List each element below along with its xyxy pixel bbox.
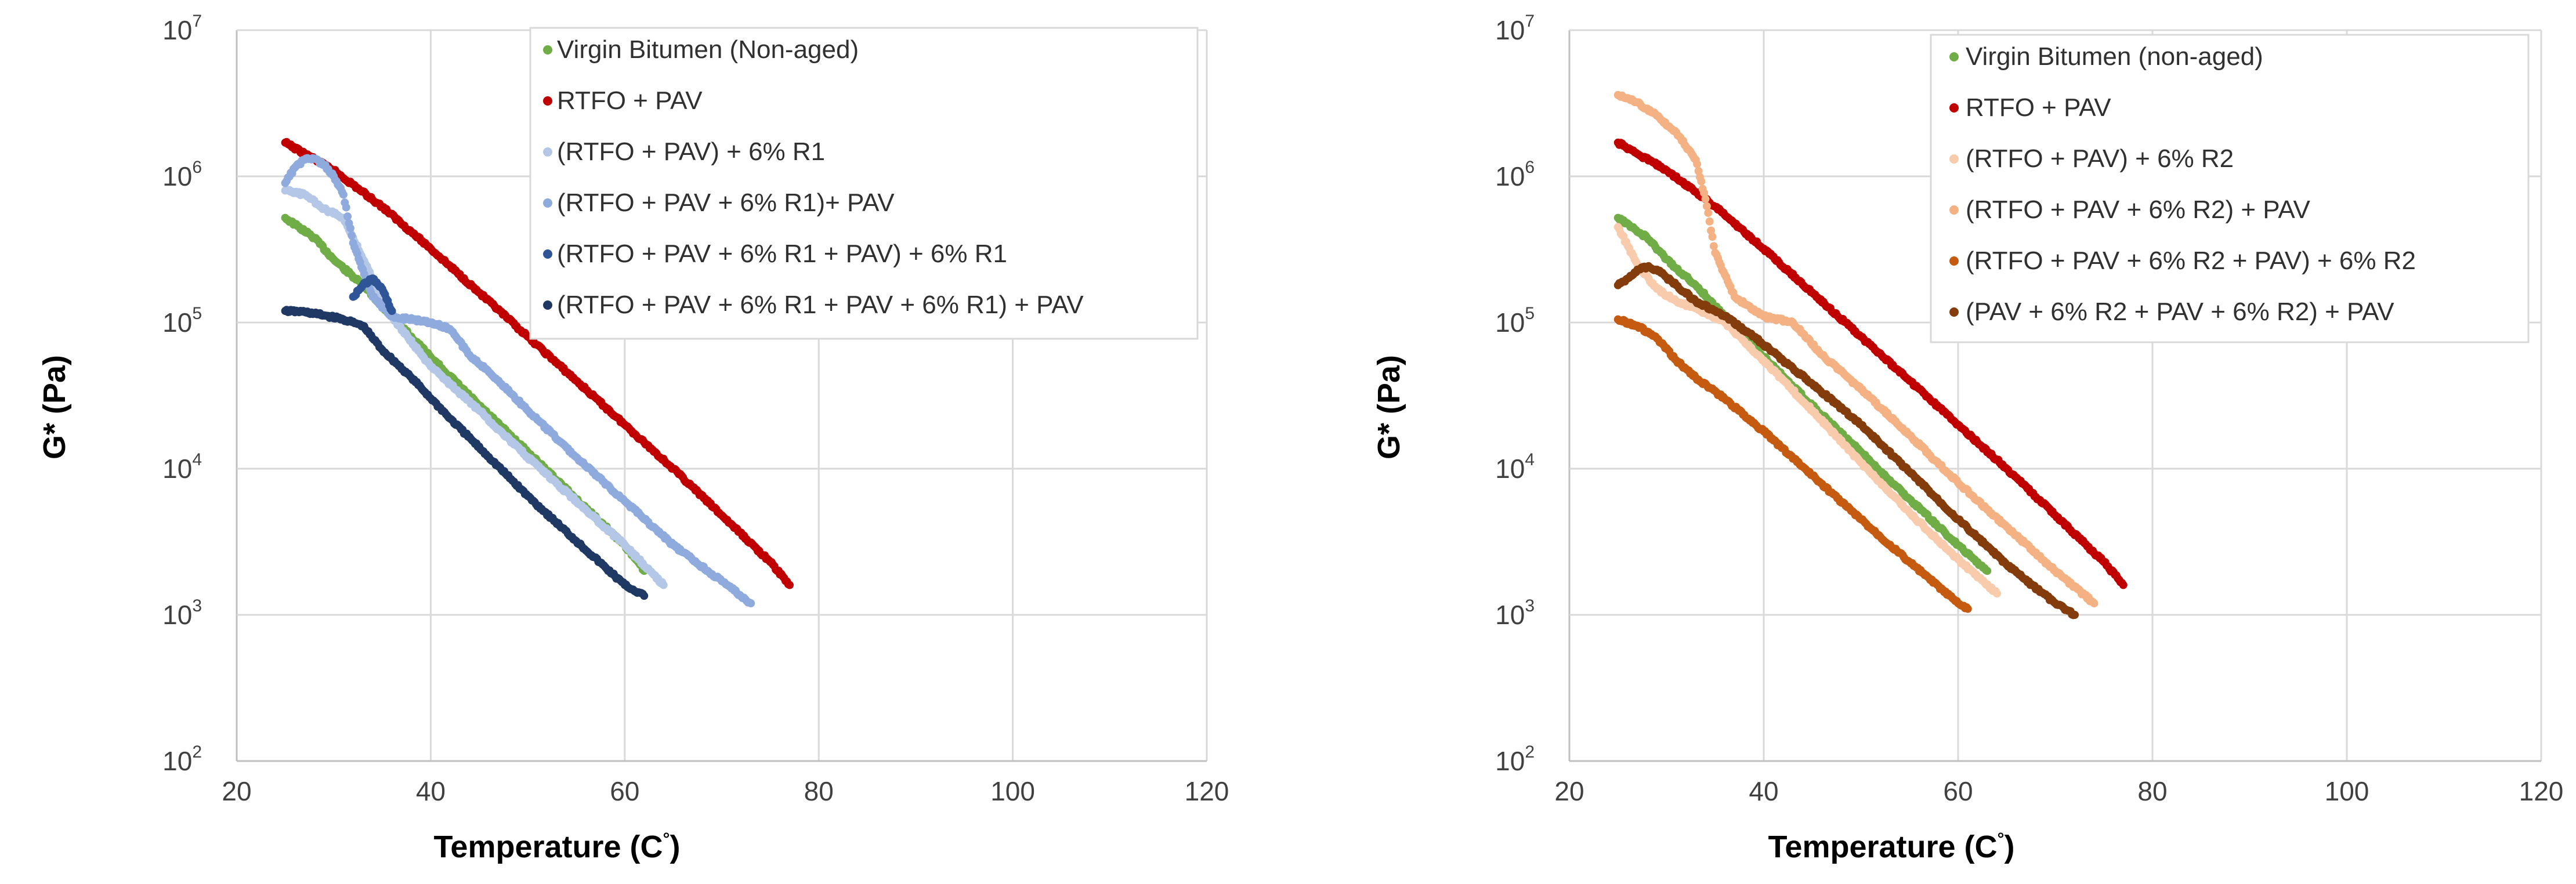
- chart-right-legend-label-0: Virgin Bitumen (non-aged): [1966, 42, 2263, 71]
- chart-right-legend-marker-2: [1949, 154, 1959, 164]
- chart-right-point: [1993, 589, 2001, 598]
- chart-right-series-2: [1613, 223, 2001, 598]
- chart-right-x-tick-label: 20: [1554, 776, 1584, 806]
- chart-left-series: [281, 137, 794, 608]
- chart-left-x-tick-label: 60: [610, 776, 639, 806]
- chart-left-x-tick-label: 40: [416, 776, 446, 806]
- chart-right-x-tick-label: 80: [2137, 776, 2167, 806]
- chart-right-y-axis-title: G* (Pa): [1372, 355, 1406, 459]
- chart-left: 20 40 60 80 100 120 102 103 104 105 106 107 Temper…: [37, 12, 1229, 864]
- chart-left-legend-marker-2: [543, 147, 552, 157]
- chart-right-legend-marker-5: [1949, 307, 1959, 317]
- chart-right-point: [2090, 599, 2099, 608]
- chart-right: 20 40 60 80 100 120 102 103 104 105 106 107 Temper…: [1372, 12, 2563, 864]
- chart-left-y-tick-label: 106: [162, 158, 202, 191]
- chart-left-point: [640, 592, 649, 600]
- chart-left-y-ticks: 102 103 104 105 106 107: [162, 12, 202, 776]
- chart-left-legend-marker-0: [543, 45, 552, 55]
- chart-right-point: [1705, 217, 1714, 226]
- chart-right-point: [1983, 567, 1992, 575]
- chart-right-legend-label-4: (RTFO + PAV + 6% R2 + PAV) + 6% R2: [1966, 247, 2416, 275]
- chart-right-legend-box: [1930, 34, 2530, 343]
- chart-left-legend-marker-1: [543, 96, 552, 106]
- chart-right-y-tick-label: 105: [1495, 304, 1535, 338]
- chart-right-series-1: [1613, 138, 2128, 589]
- chart-left-x-ticks: 20 40 60 80 100 120: [222, 776, 1229, 806]
- chart-left-point: [342, 203, 350, 212]
- chart-right-point: [1693, 160, 1702, 168]
- chart-right-point: [1701, 195, 1710, 204]
- chart-left-y-tick-label: 107: [162, 12, 202, 45]
- chart-left-point: [346, 224, 354, 233]
- chart-right-legend-marker-3: [1949, 205, 1959, 215]
- chart-right-point: [1697, 177, 1706, 186]
- chart-left-point: [348, 231, 356, 240]
- chart-right-y-tick-label: 107: [1495, 12, 1535, 45]
- chart-left-y-tick-label: 103: [162, 596, 202, 630]
- chart-right-point: [1707, 226, 1716, 235]
- chart-left-x-tick-label: 100: [990, 776, 1035, 806]
- chart-left-x-axis-title: Temperature (C°): [433, 829, 680, 864]
- chart-left-legend-label-1: RTFO + PAV: [557, 86, 703, 115]
- chart-left-legend-marker-3: [543, 198, 552, 208]
- chart-left-legend-label-3: (RTFO + PAV + 6% R1)+ PAV: [557, 189, 895, 217]
- chart-left-legend-label-5: (RTFO + PAV + 6% R1 + PAV + 6% R1) + PAV: [557, 291, 1084, 319]
- chart-right-x-tick-label: 60: [1943, 776, 1973, 806]
- chart-right-legend-marker-0: [1949, 52, 1959, 61]
- chart-right-y-tick-label: 106: [1495, 158, 1535, 191]
- chart-left-y-axis-title: G* (Pa): [37, 355, 72, 459]
- chart-left-series-3: [281, 154, 755, 608]
- chart-right-legend-marker-1: [1949, 103, 1959, 113]
- chart-left-x-tick-label: 80: [804, 776, 834, 806]
- chart-left-x-tick-label: 20: [222, 776, 251, 806]
- chart-right-series-4: [1613, 315, 1972, 613]
- chart-left-point: [339, 190, 348, 199]
- chart-left-x-tick-label: 120: [1185, 776, 1229, 806]
- chart-left-legend-marker-5: [543, 300, 552, 310]
- chart-right-point: [2119, 581, 2128, 589]
- chart-right-point: [1709, 242, 1718, 251]
- chart-right-point: [1708, 233, 1717, 241]
- chart-right-y-tick-label: 102: [1495, 742, 1535, 776]
- chart-right-legend-label-1: RTFO + PAV: [1966, 93, 2111, 122]
- chart-left-legend: Virgin Bitumen (Non-aged) RTFO + PAV (RTFO…: [529, 27, 1199, 340]
- chart-right-point: [2071, 611, 2079, 619]
- chart-right-x-axis-title: Temperature (C°): [1768, 829, 2014, 864]
- chart-right-legend-label-2: (RTFO + PAV) + 6% R2: [1966, 144, 2234, 173]
- chart-right-legend-marker-4: [1949, 256, 1959, 266]
- chart-right-y-tick-label: 104: [1495, 450, 1535, 484]
- chart-right-point: [1963, 604, 1972, 613]
- chart-left-legend-marker-4: [543, 249, 552, 259]
- chart-right-y-tick-label: 103: [1495, 596, 1535, 630]
- chart-right-y-ticks: 102 103 104 105 106 107: [1495, 12, 1535, 776]
- chart-right-point: [1704, 209, 1713, 218]
- chart-right-series-5: [1613, 262, 2079, 619]
- chart-left-legend-label-2: (RTFO + PAV) + 6% R1: [557, 137, 825, 166]
- chart-left-legend-label-4: (RTFO + PAV + 6% R1 + PAV) + 6% R1: [557, 240, 1007, 268]
- chart-left-point: [786, 581, 794, 589]
- chart-left-legend-label-0: Virgin Bitumen (Non-aged): [557, 35, 859, 64]
- chart-right-point: [1702, 202, 1711, 211]
- chart-left-point: [747, 599, 755, 608]
- chart-left-y-tick-label: 104: [162, 450, 202, 484]
- chart-left-point: [343, 212, 352, 221]
- chart-right-x-tick-label: 40: [1749, 776, 1778, 806]
- chart-left-point: [388, 307, 396, 316]
- chart-left-series-5: [281, 306, 649, 600]
- chart-right-x-tick-label: 100: [2325, 776, 2369, 806]
- chart-right-legend-label-5: (PAV + 6% R2 + PAV + 6% R2) + PAV: [1966, 298, 2394, 326]
- chart-left-point: [659, 581, 668, 589]
- chart-right-x-ticks: 20 40 60 80 100 120: [1554, 776, 2563, 806]
- chart-right-legend-label-3: (RTFO + PAV + 6% R2) + PAV: [1966, 195, 2310, 224]
- chart-left-y-tick-label: 105: [162, 304, 202, 338]
- chart-right-x-tick-label: 120: [2519, 776, 2564, 806]
- chart-left-series-4: [349, 274, 396, 316]
- chart-right-legend: Virgin Bitumen (non-aged) RTFO + PAV (RTFO…: [1930, 34, 2530, 343]
- chart-left-y-tick-label: 102: [162, 742, 202, 776]
- chart-left-legend-box: [529, 27, 1199, 340]
- chart-right-series-3: [1613, 90, 2099, 608]
- chart-right-series: [1613, 90, 2128, 619]
